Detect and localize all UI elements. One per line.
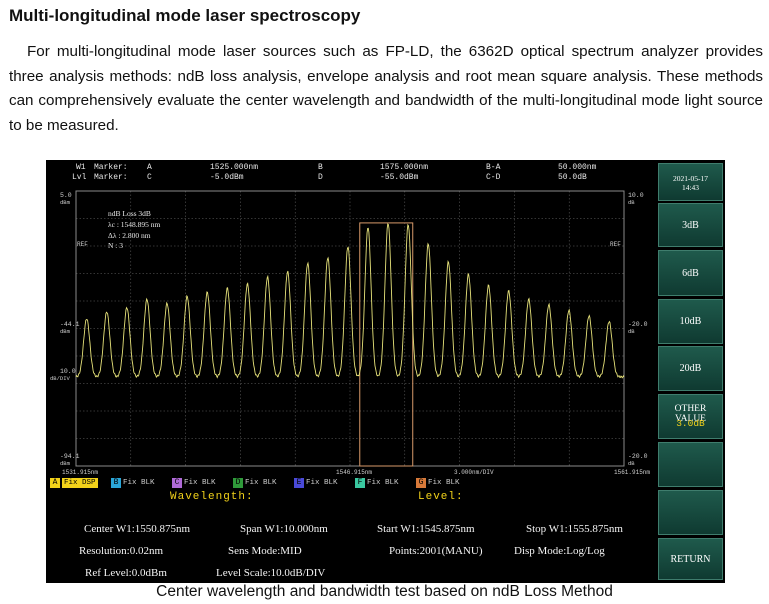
y-scale-unit: dB/DIV xyxy=(50,375,71,382)
y-top-left-value: 5.0 xyxy=(60,192,72,199)
plot-grid xyxy=(76,191,624,466)
softkey-return-label: RETURN xyxy=(670,554,711,565)
param-sens-mode[interactable]: Sens Mode:MID xyxy=(228,545,302,557)
marker-ba-value: 50.000nm xyxy=(558,163,597,172)
y-bottom-left-value: -94.1 xyxy=(60,453,80,460)
marker-lvl1-label: Lvl xyxy=(72,173,87,182)
param-stop-wavelength[interactable]: Stop W1:1555.875nm xyxy=(526,523,623,535)
legend-tag-e[interactable]: E xyxy=(294,478,304,488)
y-bottom-left-unit: dBm xyxy=(60,460,71,467)
ref-left-label: REF xyxy=(77,241,88,248)
marker-ba-label: B-A xyxy=(486,163,501,172)
marker-a-value: 1525.000nm xyxy=(210,163,259,172)
softkey-3db-label: 3dB xyxy=(682,220,699,231)
softkey-20db-button[interactable]: 20dB xyxy=(658,346,723,391)
x-stop-label: 1561.915nm xyxy=(614,469,650,476)
softkey-other-value-label: OTHER VALUE xyxy=(674,404,707,424)
y-mid-left-unit: dBm xyxy=(60,328,71,335)
legend-text-d: Fix BLK xyxy=(245,479,277,487)
spectrum-plot[interactable]: 5.0 dBm -44.1 dBm 10.0 dB/DIV -94.1 dBm … xyxy=(46,184,656,604)
annotation-title: ndB Loss 3dB xyxy=(108,209,151,218)
legend-text-e: Fix BLK xyxy=(306,479,338,487)
y-bottom-right-value: -20.0 xyxy=(628,453,648,460)
legend-text-g: Fix BLK xyxy=(428,479,460,487)
legend-text-a: Fix DSP xyxy=(62,478,98,488)
softkey-6db-label: 6dB xyxy=(682,268,699,279)
y-top-right-value: 10.0 xyxy=(628,192,644,199)
param-resolution[interactable]: Resolution:0.02nm xyxy=(79,545,164,557)
annotation-mode-count: N : 3 xyxy=(108,241,123,250)
x-div-label: 3.000nm/DIV xyxy=(454,469,494,476)
document-title: Multi-longitudinal mode laser spectrosco… xyxy=(9,6,361,25)
ref-right-label: REF xyxy=(610,241,621,248)
legend-tag-d[interactable]: D xyxy=(233,478,243,488)
spectrum-trace xyxy=(75,223,625,379)
document-paragraph: For multi-longitudinal mode laser source… xyxy=(9,43,763,134)
softkey-6db-button[interactable]: 6dB xyxy=(658,250,723,296)
marker-label-2: Marker: xyxy=(94,173,128,182)
datetime-display: 2021-05-17 14:43 xyxy=(658,163,723,201)
legend-tag-b[interactable]: B xyxy=(111,478,121,488)
softkey-3db-button[interactable]: 3dB xyxy=(658,203,723,247)
x-center-label: 1546.915nm xyxy=(336,469,372,476)
date-text: 2021-05-17 xyxy=(673,174,708,183)
marker-d-value: -55.0dBm xyxy=(380,173,419,182)
param-level-scale[interactable]: Level Scale:10.0dB/DIV xyxy=(216,567,326,579)
param-start-wavelength[interactable]: Start W1:1545.875nm xyxy=(377,523,475,535)
x-start-label: 1531.915nm xyxy=(62,469,98,476)
softkey-sidebar: 2021-05-17 14:43 3dB 6dB 10dB 20dB OTHER… xyxy=(656,160,725,583)
tab-wavelength[interactable]: Wavelength: xyxy=(170,491,254,503)
ndb-loss-box xyxy=(359,222,414,467)
param-points[interactable]: Points:2001(MANU) xyxy=(389,545,483,557)
softkey-10db-button[interactable]: 10dB xyxy=(658,299,723,344)
softkey-other-value-button[interactable]: OTHER VALUE 3.0dB xyxy=(658,394,723,439)
legend-tag-f[interactable]: F xyxy=(355,478,365,488)
marker-b-value: 1575.000nm xyxy=(380,163,429,172)
parameter-tab-bar: Wavelength: Level: xyxy=(46,490,656,506)
y-bottom-right-unit: dB xyxy=(628,460,635,467)
y-scale-value: 10.0 xyxy=(60,368,76,375)
y-mid-left-value: -44.1 xyxy=(60,321,80,328)
marker-label: Marker: xyxy=(94,163,128,172)
param-ref-level[interactable]: Ref Level:0.0dBm xyxy=(85,567,167,579)
legend-tag-g[interactable]: G xyxy=(416,478,426,488)
y-mid-right-unit: dB xyxy=(628,328,635,335)
annotation-center-wavelength: λc : 1548.895 nm xyxy=(108,220,161,229)
softkey-empty-2[interactable] xyxy=(658,490,723,535)
softkey-20db-label: 20dB xyxy=(679,363,702,374)
softkey-return-button[interactable]: RETURN xyxy=(658,538,723,580)
legend-text-c: Fix BLK xyxy=(184,479,216,487)
softkey-10db-label: 10dB xyxy=(679,316,702,327)
legend-tag-a[interactable]: A xyxy=(50,478,60,488)
marker-bar: W1 Marker: Lvl Marker: A C 1525.000nm -5… xyxy=(46,160,656,184)
marker-a-label: A xyxy=(147,163,152,172)
legend-tag-c[interactable]: C xyxy=(172,478,182,488)
parameter-panel: Center W1:1550.875nm Span W1:10.000nm St… xyxy=(46,506,656,583)
marker-d-label: D xyxy=(318,173,323,182)
time-text: 14:43 xyxy=(681,183,700,192)
plot-frame xyxy=(75,190,625,467)
marker-c-label: C xyxy=(147,173,152,182)
tab-level[interactable]: Level: xyxy=(418,491,464,503)
marker-w1-label: W1 xyxy=(76,163,86,172)
marker-b-label: B xyxy=(318,163,323,172)
marker-cd-label: C-D xyxy=(486,173,501,182)
spectrum-svg: 5.0 dBm -44.1 dBm 10.0 dB/DIV -94.1 dBm … xyxy=(50,190,650,476)
legend-text-b: Fix BLK xyxy=(123,479,155,487)
trace-legend-bar: A Fix DSP B Fix BLK C Fix BLK D Fix BLK E Fix BLK… xyxy=(46,476,656,490)
softkey-other-value-current: 3.0dB xyxy=(676,418,705,429)
softkey-empty-1[interactable] xyxy=(658,442,723,487)
figure-caption: Center wavelength and bandwidth test bas… xyxy=(156,583,613,600)
marker-c-value: -5.0dBm xyxy=(210,173,244,182)
y-top-right-unit: dB xyxy=(628,199,635,206)
param-disp-mode[interactable]: Disp Mode:Log/Log xyxy=(514,545,605,557)
annotation-bandwidth: Δλ : 2.800 nm xyxy=(108,231,151,240)
legend-text-f: Fix BLK xyxy=(367,479,399,487)
y-top-left-unit: dBm xyxy=(60,199,71,206)
y-mid-right-value: -20.0 xyxy=(628,321,648,328)
param-center-wavelength[interactable]: Center W1:1550.875nm xyxy=(84,523,191,535)
osa-screen: W1 Marker: Lvl Marker: A C 1525.000nm -5… xyxy=(46,160,725,583)
marker-cd-value: 50.0dB xyxy=(558,173,587,182)
param-span[interactable]: Span W1:10.000nm xyxy=(240,523,328,535)
